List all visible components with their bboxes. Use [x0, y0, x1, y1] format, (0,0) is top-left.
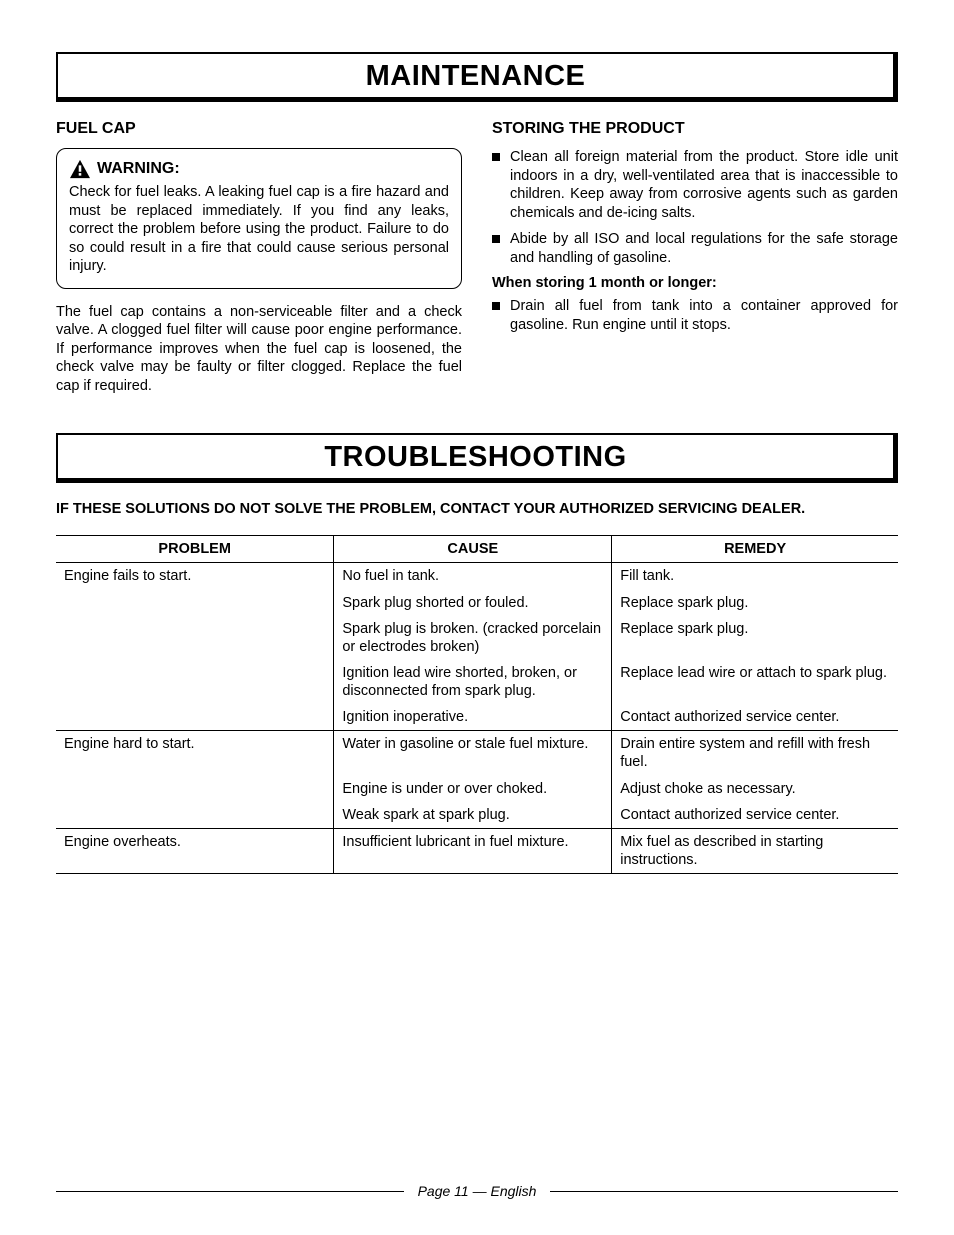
table-row: Engine fails to start.No fuel in tank.Fi… [56, 563, 898, 590]
table-row: Ignition inoperative.Contact authorized … [56, 704, 898, 731]
list-item: Abide by all ISO and local regulations f… [492, 230, 898, 267]
maintenance-left-col: FUEL CAP WARNING: Check for fuel leaks. … [56, 120, 462, 405]
maintenance-title: MAINTENANCE [58, 60, 893, 93]
maintenance-title-box: MAINTENANCE [56, 52, 898, 102]
table-row: Weak spark at spark plug.Contact authori… [56, 802, 898, 829]
storing-heading: STORING THE PRODUCT [492, 120, 898, 138]
table-row: Engine overheats.Insufficient lubricant … [56, 828, 898, 873]
cell-problem [56, 802, 334, 829]
warning-triangle-icon [69, 159, 91, 179]
cell-cause: Spark plug shorted or fouled. [334, 590, 612, 616]
cell-remedy: Replace lead wire or attach to spark plu… [612, 660, 898, 704]
table-header-row: PROBLEM CAUSE REMEDY [56, 536, 898, 563]
col-cause: CAUSE [334, 536, 612, 563]
warning-body: Check for fuel leaks. A leaking fuel cap… [69, 183, 449, 276]
cell-problem: Engine hard to start. [56, 731, 334, 776]
maintenance-right-col: STORING THE PRODUCT Clean all foreign ma… [492, 120, 898, 405]
table-row: Ignition lead wire shorted, broken, or d… [56, 660, 898, 704]
list-item: Drain all fuel from tank into a containe… [492, 297, 898, 334]
cell-problem [56, 660, 334, 704]
cell-problem [56, 776, 334, 802]
table-row: Engine is under or over choked.Adjust ch… [56, 776, 898, 802]
cell-cause: Insufficient lubricant in fuel mixture. [334, 828, 612, 873]
footer-label: Page 11 — English [418, 1183, 537, 1199]
cell-cause: Spark plug is broken. (cracked porcelain… [334, 616, 612, 660]
warning-label: WARNING: [97, 160, 180, 178]
cell-cause: Engine is under or over choked. [334, 776, 612, 802]
cell-cause: Ignition lead wire shorted, broken, or d… [334, 660, 612, 704]
cell-cause: Ignition inoperative. [334, 704, 612, 731]
fuel-cap-body: The fuel cap contains a non-serviceable … [56, 303, 462, 396]
footer-rule-left [56, 1191, 404, 1192]
cell-remedy: Contact authorized service center. [612, 704, 898, 731]
cell-cause: Weak spark at spark plug. [334, 802, 612, 829]
col-problem: PROBLEM [56, 536, 334, 563]
cell-remedy: Drain entire system and refill with fres… [612, 731, 898, 776]
troubleshooting-table: PROBLEM CAUSE REMEDY Engine fails to sta… [56, 535, 898, 874]
maintenance-columns: FUEL CAP WARNING: Check for fuel leaks. … [56, 120, 898, 405]
cell-problem [56, 616, 334, 660]
troubleshooting-title: TROUBLESHOOTING [58, 441, 893, 474]
page-footer: Page 11 — English [56, 1183, 898, 1199]
col-remedy: REMEDY [612, 536, 898, 563]
storing-bullets: Clean all foreign material from the prod… [492, 148, 898, 267]
table-row: Engine hard to start.Water in gasoline o… [56, 731, 898, 776]
cell-problem: Engine fails to start. [56, 563, 334, 590]
cell-problem [56, 704, 334, 731]
cell-remedy: Replace spark plug. [612, 590, 898, 616]
cell-problem [56, 590, 334, 616]
warning-box: WARNING: Check for fuel leaks. A leaking… [56, 148, 462, 289]
cell-remedy: Adjust choke as necessary. [612, 776, 898, 802]
warning-header: WARNING: [69, 159, 449, 179]
storing-bullets-2: Drain all fuel from tank into a containe… [492, 297, 898, 334]
storing-subhead: When storing 1 month or longer: [492, 275, 898, 291]
cell-cause: Water in gasoline or stale fuel mixture. [334, 731, 612, 776]
footer-rule-right [550, 1191, 898, 1192]
troubleshooting-title-box: TROUBLESHOOTING [56, 433, 898, 483]
cell-remedy: Mix fuel as described in starting instru… [612, 828, 898, 873]
list-item: Clean all foreign material from the prod… [492, 148, 898, 222]
cell-remedy: Contact authorized service center. [612, 802, 898, 829]
table-row: Spark plug shorted or fouled.Replace spa… [56, 590, 898, 616]
table-row: Spark plug is broken. (cracked porcelain… [56, 616, 898, 660]
troubleshooting-instruction: IF THESE SOLUTIONS DO NOT SOLVE THE PROB… [56, 501, 898, 517]
cell-problem: Engine overheats. [56, 828, 334, 873]
fuel-cap-heading: FUEL CAP [56, 120, 462, 138]
cell-cause: No fuel in tank. [334, 563, 612, 590]
cell-remedy: Replace spark plug. [612, 616, 898, 660]
cell-remedy: Fill tank. [612, 563, 898, 590]
